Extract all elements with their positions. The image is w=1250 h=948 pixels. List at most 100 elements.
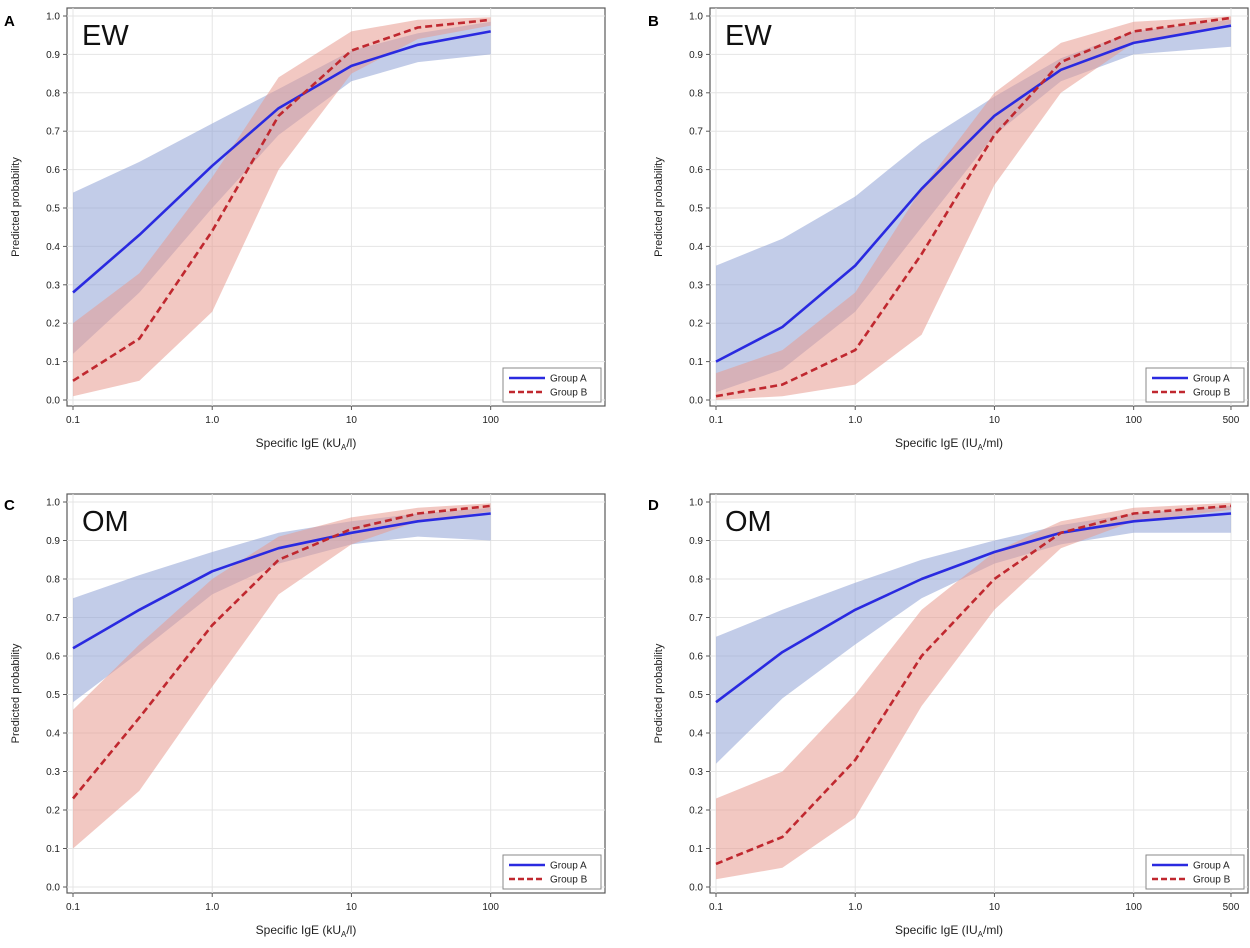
y-tick-label: 0.8 <box>689 88 703 99</box>
series-line-group-a <box>72 512 491 650</box>
y-tick-label: 0.9 <box>46 536 60 547</box>
y-tick-label: 1.0 <box>46 498 60 509</box>
legend-label: Group B <box>1193 388 1231 399</box>
legend-label: Group A <box>550 374 587 385</box>
chart-panel-d: 0.0 0.1 0.2 0.3 0.4 0.5 0.6 0.7 0.8 0.9 1.0 0.1 1.0 1… <box>648 493 1249 939</box>
x-axis-label: Specific IgE (kUA/l) <box>256 923 357 939</box>
series-line-group-b <box>715 504 1232 866</box>
x-tick-label: 1.0 <box>205 902 219 913</box>
y-axis-label: Predicted probability <box>10 643 22 743</box>
y-tick-label: 0.9 <box>689 536 703 547</box>
x-tick-label: 10 <box>989 415 1001 426</box>
y-tick-label: 1.0 <box>46 12 60 23</box>
x-tick-label: 1.0 <box>848 902 862 913</box>
y-tick-label: 0.7 <box>46 127 60 138</box>
y-axis-label: Predicted probability <box>653 643 665 743</box>
x-tick-label: 10 <box>989 902 1001 913</box>
x-axis-label: Specific IgE (IUA/ml) <box>895 436 1003 452</box>
series-line-group-a <box>715 512 1232 704</box>
y-tick-label: 0.4 <box>46 729 60 740</box>
y-tick-label: 0.6 <box>46 652 60 663</box>
y-tick-label: 0.3 <box>689 767 703 778</box>
series-line-group-b <box>72 18 491 382</box>
chart-panel-a: 0.0 0.1 0.2 0.3 0.4 0.5 0.6 0.7 0.8 0.9 1.0 0.1 1.0 1… <box>4 7 606 452</box>
x-tick-label: 10 <box>346 902 358 913</box>
panel-letter: B <box>648 13 659 30</box>
x-tick-label: 100 <box>1125 415 1142 426</box>
y-tick-label: 0.1 <box>689 844 703 855</box>
y-tick-label: 0.9 <box>46 50 60 61</box>
legend-label: Group B <box>550 875 588 886</box>
confidence-band-group-a <box>716 19 1231 393</box>
y-tick-label: 0.6 <box>689 652 703 663</box>
panel-inset-label: EW <box>725 20 772 52</box>
y-tick-label: 0.2 <box>689 806 703 817</box>
series-line-group-b <box>71 504 491 800</box>
y-axis-label: Predicted probability <box>653 157 665 257</box>
x-tick-label: 1.0 <box>205 415 219 426</box>
panel-inset-label: EW <box>82 20 129 52</box>
y-tick-label: 0.5 <box>689 204 703 215</box>
confidence-band-group-a <box>716 505 1231 764</box>
y-tick-label: 0.5 <box>46 204 60 215</box>
chart-panel-c: 0.0 0.1 0.2 0.3 0.4 0.5 0.6 0.7 0.8 0.9 1.0 0.1 1.0 1… <box>4 493 606 939</box>
legend-label: Group A <box>1193 861 1230 872</box>
panel-letter: C <box>4 497 15 514</box>
y-axis-label: Predicted probability <box>10 157 22 257</box>
legend-box <box>1145 854 1245 890</box>
y-tick-label: 0.6 <box>46 165 60 176</box>
confidence-band-group-b <box>73 17 491 397</box>
y-tick-label: 0.2 <box>689 319 703 330</box>
y-tick-label: 0.1 <box>46 844 60 855</box>
y-tick-label: 0.7 <box>689 127 703 138</box>
y-tick-label: 0.4 <box>689 729 703 740</box>
legend-label: Group A <box>1193 374 1230 385</box>
confidence-band-group-b <box>716 16 1231 401</box>
x-tick-label: 500 <box>1223 902 1240 913</box>
series-line-group-b <box>715 16 1232 398</box>
x-axis-label: Specific IgE (kUA/l) <box>256 436 357 452</box>
legend-box <box>502 854 602 890</box>
y-tick-label: 0.5 <box>46 690 60 701</box>
y-tick-label: 0.6 <box>689 165 703 176</box>
x-tick-label: 0.1 <box>709 415 723 426</box>
y-tick-label: 1.0 <box>689 12 703 23</box>
x-tick-label: 0.1 <box>66 902 80 913</box>
y-tick-label: 0.2 <box>46 319 60 330</box>
y-tick-label: 0.0 <box>46 883 60 894</box>
panel-inset-label: OM <box>725 506 772 538</box>
y-tick-label: 0.3 <box>689 280 703 291</box>
x-tick-label: 100 <box>482 415 499 426</box>
y-tick-label: 0.5 <box>689 690 703 701</box>
legend: Group A Group B <box>502 854 602 890</box>
y-tick-label: 0.4 <box>689 242 703 253</box>
y-tick-label: 0.7 <box>689 613 703 624</box>
y-tick-label: 0.3 <box>46 767 60 778</box>
y-tick-label: 0.1 <box>689 357 703 368</box>
panel-letter: A <box>4 13 15 30</box>
y-tick-label: 0.7 <box>46 613 60 624</box>
legend: Group A Group B <box>1145 367 1245 403</box>
x-tick-label: 500 <box>1223 415 1240 426</box>
y-tick-label: 0.9 <box>689 50 703 61</box>
y-tick-label: 0.8 <box>689 575 703 586</box>
y-tick-label: 0.0 <box>689 883 703 894</box>
x-tick-label: 100 <box>1125 902 1142 913</box>
legend-box <box>502 367 602 403</box>
legend-label: Group B <box>550 388 588 399</box>
confidence-band-group-b <box>716 502 1231 880</box>
y-tick-label: 0.1 <box>46 357 60 368</box>
y-tick-label: 0.0 <box>46 396 60 407</box>
series-line-group-a <box>72 30 491 294</box>
x-tick-label: 1.0 <box>848 415 862 426</box>
legend: Group A Group B <box>1145 854 1245 890</box>
x-axis-label: Specific IgE (IUA/ml) <box>895 923 1003 939</box>
y-tick-label: 0.2 <box>46 806 60 817</box>
panel-letter: D <box>648 497 659 514</box>
chart-panel-b: 0.0 0.1 0.2 0.3 0.4 0.5 0.6 0.7 0.8 0.9 1.0 0.1 1.0 1… <box>648 7 1249 452</box>
x-tick-label: 100 <box>482 902 499 913</box>
y-tick-label: 0.4 <box>46 242 60 253</box>
panel-inset-label: OM <box>82 506 129 538</box>
y-tick-label: 0.0 <box>689 396 703 407</box>
